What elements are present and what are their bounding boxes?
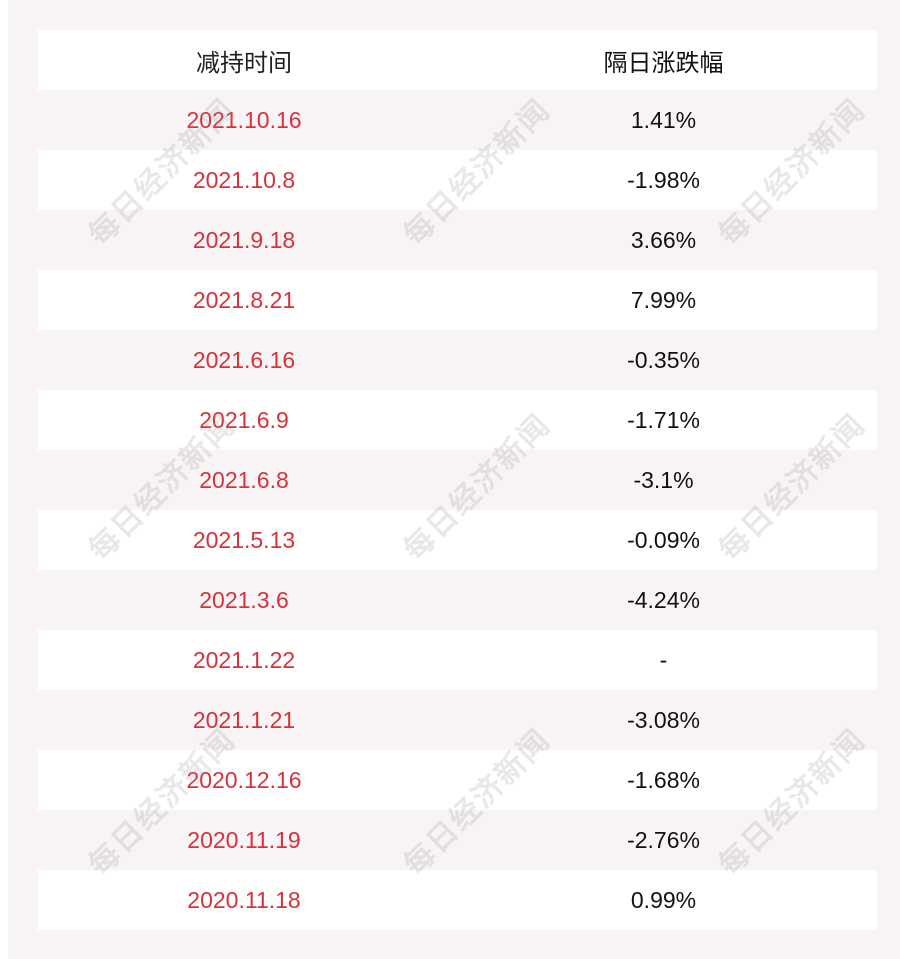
change-cell: 7.99% <box>630 286 697 313</box>
table-row: 2021.5.13 -0.09% <box>38 510 877 570</box>
table-row: 2021.6.16 -0.35% <box>38 330 877 390</box>
change-cell: -1.98% <box>627 166 700 193</box>
table-row: 2020.12.16 -1.68% <box>38 750 877 810</box>
change-cell: -3.08% <box>627 706 700 733</box>
date-cell: 2021.10.16 <box>186 106 302 133</box>
date-cell: 2021.6.16 <box>192 346 296 373</box>
table-row: 2021.10.8 -1.98% <box>38 150 877 210</box>
date-cell: 2021.6.9 <box>199 406 289 433</box>
date-cell: 2021.10.8 <box>192 166 296 193</box>
date-cell: 2021.8.21 <box>192 286 296 313</box>
date-cell: 2021.9.18 <box>192 226 296 253</box>
change-cell: -3.1% <box>633 466 694 493</box>
date-cell: 2020.12.16 <box>186 766 302 793</box>
table-header: 减持时间 隔日涨跌幅 <box>38 30 877 90</box>
date-cell: 2021.1.21 <box>192 706 296 733</box>
change-cell: -0.09% <box>627 526 700 553</box>
table-row: 2021.1.22 - <box>38 630 877 690</box>
table-row: 2020.11.18 0.99% <box>38 870 877 930</box>
date-cell: 2021.1.22 <box>192 646 296 673</box>
table-row: 2021.1.21 -3.08% <box>38 690 877 750</box>
table-row: 2021.10.16 1.41% <box>38 90 877 150</box>
table-row: 2021.8.21 7.99% <box>38 270 877 330</box>
date-cell: 2020.11.19 <box>187 826 301 853</box>
table-row: 2021.6.8 -3.1% <box>38 450 877 510</box>
change-cell: - <box>659 646 668 673</box>
date-cell: 2021.5.13 <box>192 526 296 553</box>
change-cell: 3.66% <box>630 226 697 253</box>
change-cell: -1.68% <box>627 766 700 793</box>
table-row: 2020.11.19 -2.76% <box>38 810 877 870</box>
table-row: 2021.6.9 -1.71% <box>38 390 877 450</box>
change-cell: -2.76% <box>627 826 700 853</box>
header-next-day-change: 隔日涨跌幅 <box>603 49 724 77</box>
table-row: 2021.9.18 3.66% <box>38 210 877 270</box>
date-cell: 2021.6.8 <box>199 466 289 493</box>
reduction-table: 减持时间 隔日涨跌幅 2021.10.16 1.41% 2021.10.8 -1.98… <box>38 30 877 930</box>
date-cell: 2020.11.18 <box>187 886 301 913</box>
change-cell: -0.35% <box>627 346 700 373</box>
change-cell: 0.99% <box>630 886 697 913</box>
header-reduction-time: 减持时间 <box>196 49 292 77</box>
change-cell: -1.71% <box>627 406 700 433</box>
change-cell: 1.41% <box>630 106 697 133</box>
date-cell: 2021.3.6 <box>199 586 289 613</box>
table-row: 2021.3.6 -4.24% <box>38 570 877 630</box>
change-cell: -4.24% <box>627 586 700 613</box>
